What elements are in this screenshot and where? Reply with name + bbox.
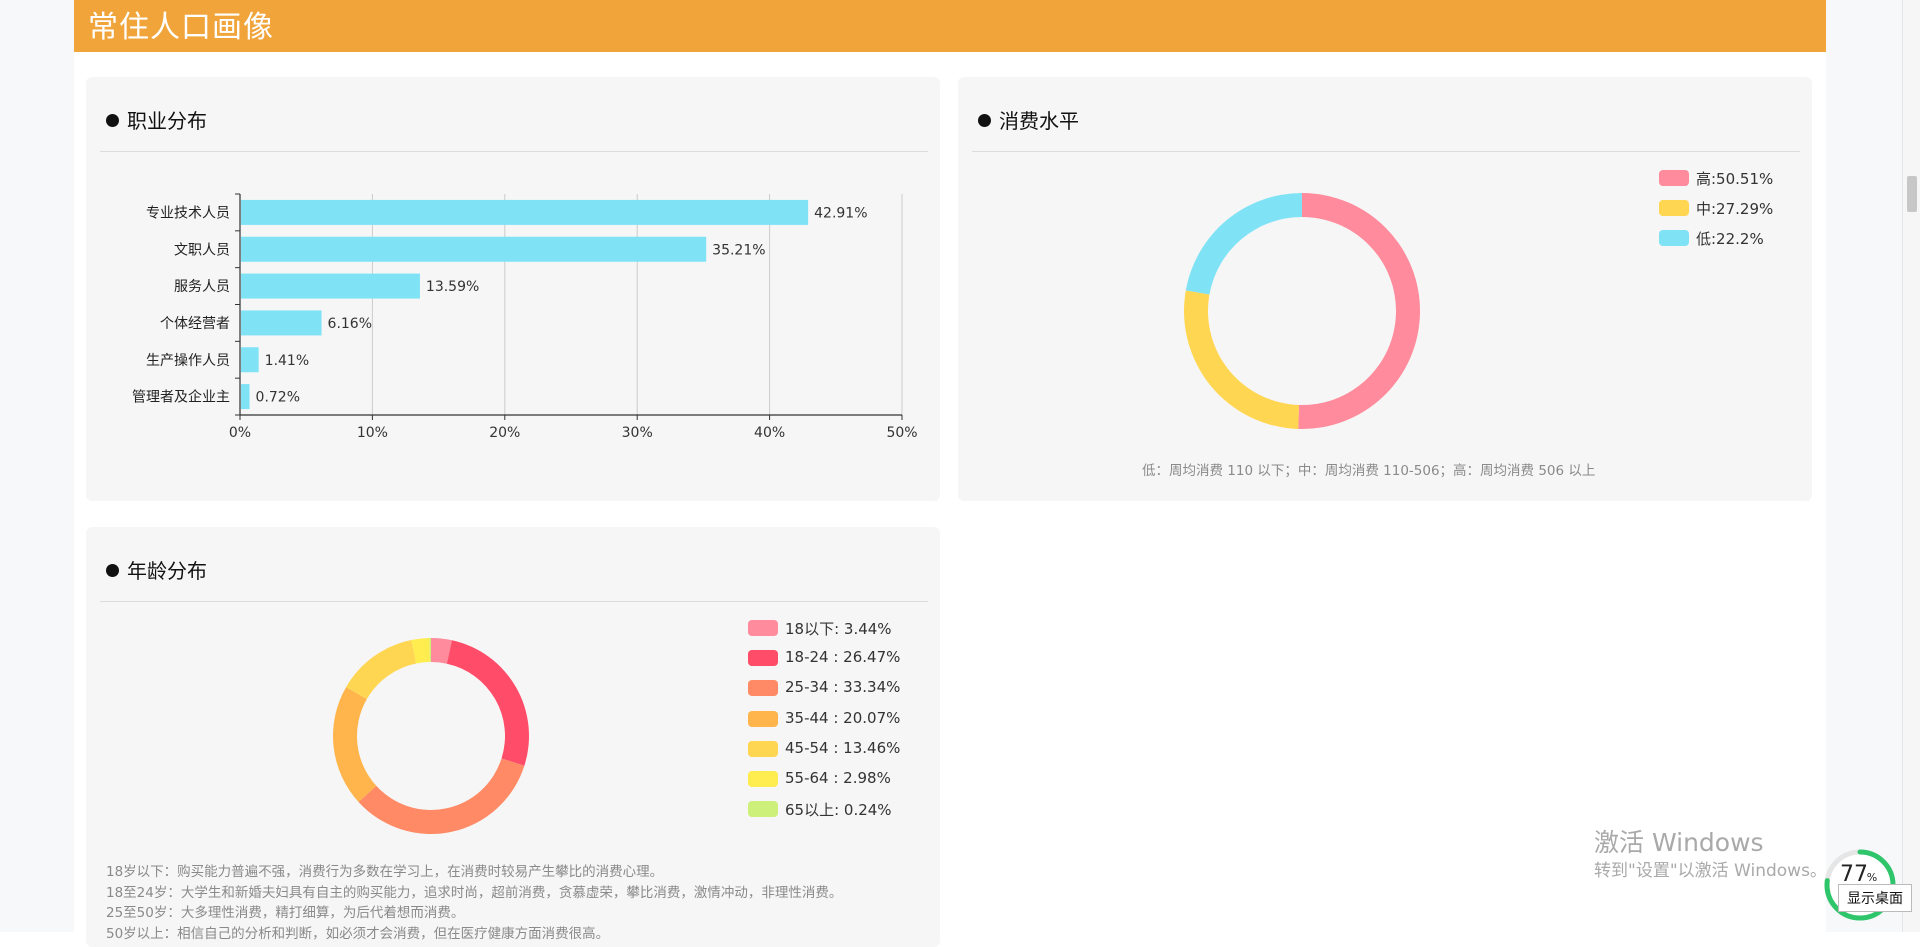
vertical-scrollbar[interactable] xyxy=(1902,0,1920,932)
scrollbar-thumb[interactable] xyxy=(1907,176,1917,212)
show-desktop-tooltip: 显示桌面 xyxy=(1838,884,1912,912)
monitor-unit: % xyxy=(1867,871,1877,884)
legend-swatch xyxy=(1659,200,1689,216)
donut-slice[interactable] xyxy=(1184,290,1299,429)
y-category-label: 服务人员 xyxy=(174,279,230,295)
y-category-label: 专业技术人员 xyxy=(146,205,230,221)
consumption-card-title: 消费水平 xyxy=(978,105,1079,134)
bullet-dot-icon xyxy=(106,564,119,577)
age-note-line: 18岁以下：购买能力普遍不强，消费行为多数在学习上，在消费时较易产生攀比的消费心… xyxy=(106,864,664,880)
y-category-label: 个体经营者 xyxy=(160,316,230,332)
donut-slice[interactable] xyxy=(446,640,529,766)
bar[interactable] xyxy=(241,236,707,262)
bar-data-label: 6.16% xyxy=(328,316,372,332)
y-category-label: 生产操作人员 xyxy=(146,353,230,369)
legend-label: 18-24 : 26.47% xyxy=(785,648,901,667)
consumption-title-text: 消费水平 xyxy=(999,109,1079,133)
consumption-legend: 高:50.51% 中:27.29% 低:22.2% xyxy=(1659,167,1799,248)
donut-slice[interactable] xyxy=(333,687,377,802)
x-tick-label: 40% xyxy=(754,425,785,441)
donut-slice[interactable] xyxy=(429,638,431,663)
legend-label: 高:50.51% xyxy=(1696,170,1774,188)
donut-slice[interactable] xyxy=(411,638,430,664)
donut-slice[interactable] xyxy=(346,639,417,700)
bar-data-label: 0.72% xyxy=(256,390,300,406)
legend-swatch xyxy=(748,710,778,727)
legend-label: 中:27.29% xyxy=(1696,200,1774,218)
occupation-card: 职业分布 0% 10% 20% 30% 40% 50% 专业技术人员 42.91% 文职人员 35… xyxy=(86,77,940,501)
occupation-card-title: 职业分布 xyxy=(106,105,207,134)
age-title-text: 年龄分布 xyxy=(127,559,207,583)
section-header: 常住人口画像 xyxy=(74,0,1826,52)
age-note-line: 25至50岁：大多理性消费，精打细算，为后代着想而消费。 xyxy=(106,905,465,921)
age-card: 年龄分布 18以下: 3.44% 18-24 : 26.47% 25-34 : 33… xyxy=(86,527,940,947)
windows-activation-watermark: 激活 Windows 转到"设置"以激活 Windows。 xyxy=(1594,828,1827,882)
x-tick-label: 30% xyxy=(622,425,653,441)
donut-slice[interactable] xyxy=(358,758,525,834)
y-category-label: 管理者及企业主 xyxy=(132,389,230,406)
bar[interactable] xyxy=(241,347,259,373)
bar[interactable] xyxy=(241,273,420,299)
bar[interactable] xyxy=(241,384,250,410)
age-notes: 18岁以下：购买能力普遍不强，消费行为多数在学习上，在消费时较易产生攀比的消费心… xyxy=(106,860,926,942)
bar-data-label: 35.21% xyxy=(712,242,765,258)
x-tick-label: 50% xyxy=(886,425,917,441)
x-tick-label: 10% xyxy=(357,425,388,441)
x-tick-label: 20% xyxy=(489,425,520,441)
bar-data-label: 42.91% xyxy=(814,205,867,221)
legend-swatch xyxy=(748,771,778,787)
right-gutter xyxy=(1826,0,1902,932)
bullet-dot-icon xyxy=(978,114,991,127)
page-title: 常住人口画像 xyxy=(88,10,274,45)
consumption-donut-chart xyxy=(1184,193,1420,429)
bar[interactable] xyxy=(241,310,322,336)
legend-label: 45-54 : 13.46% xyxy=(785,738,901,757)
legend-label: 18以下: 3.44% xyxy=(785,620,892,638)
age-note-line: 18至24岁：大学生和新婚夫妇具有自主的购买能力，追求时尚，超前消费，贪慕虚荣，… xyxy=(106,884,843,901)
y-category-label: 文职人员 xyxy=(174,242,230,258)
watermark-subtitle: 转到"设置"以激活 Windows。 xyxy=(1594,861,1827,881)
bullet-dot-icon xyxy=(106,114,119,127)
legend-swatch xyxy=(1659,170,1689,186)
watermark-title: 激活 Windows xyxy=(1594,828,1764,857)
card-divider xyxy=(972,151,1800,152)
legend-swatch xyxy=(748,650,778,667)
bar[interactable] xyxy=(241,199,809,225)
age-legend: 18以下: 3.44% 18-24 : 26.47% 25-34 : 33.34% 3… xyxy=(748,617,928,819)
age-donut-chart xyxy=(333,638,529,834)
legend-swatch xyxy=(748,740,778,757)
bar-data-label: 1.41% xyxy=(265,353,309,369)
legend-label: 55-64 : 2.98% xyxy=(785,769,891,787)
consumption-card: 消费水平 高:50.51% 中:27.29% 低:22.2% 低：周均消费 110 … xyxy=(958,77,1812,501)
x-tick-label: 0% xyxy=(229,425,251,441)
occupation-bar-chart: 0% 10% 20% 30% 40% 50% 专业技术人员 42.91% 文职人员 35.21% 服… xyxy=(132,193,918,441)
occupation-title-text: 职业分布 xyxy=(127,109,207,133)
legend-swatch xyxy=(748,680,778,697)
legend-label: 35-44 : 20.07% xyxy=(785,708,901,727)
age-card-title: 年龄分布 xyxy=(106,555,207,584)
legend-swatch xyxy=(748,620,778,636)
card-divider xyxy=(100,601,928,602)
bar-data-label: 13.59% xyxy=(426,279,479,295)
consumption-note: 低：周均消费 110 以下；中：周均消费 110-506；高：周均消费 506 … xyxy=(1142,463,1596,479)
legend-label: 25-34 : 33.34% xyxy=(785,678,901,697)
legend-swatch xyxy=(1659,230,1689,246)
legend-swatch xyxy=(748,801,778,818)
legend-label: 低:22.2% xyxy=(1696,230,1764,248)
card-divider xyxy=(100,151,928,152)
legend-label: 65以上: 0.24% xyxy=(785,801,892,820)
left-gutter xyxy=(0,0,74,932)
monitor-value: 77 xyxy=(1840,862,1868,887)
donut-slice[interactable] xyxy=(431,638,453,664)
donut-slice[interactable] xyxy=(1185,193,1302,295)
donut-slice[interactable] xyxy=(1298,193,1420,429)
